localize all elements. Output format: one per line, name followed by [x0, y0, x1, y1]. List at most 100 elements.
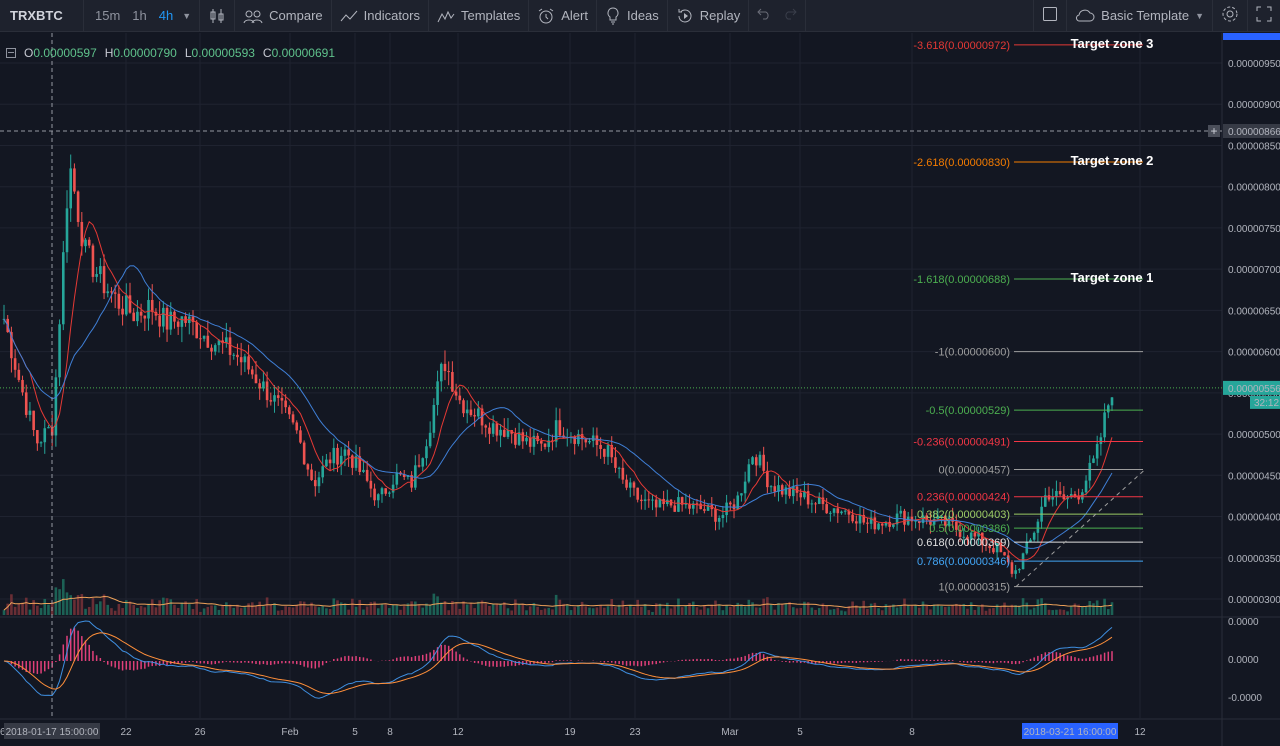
candle-body	[966, 536, 969, 540]
volume-bar	[751, 602, 754, 615]
candle-body	[625, 479, 628, 488]
volume-bars	[2, 579, 1114, 615]
templates-button[interactable]: Templates	[429, 0, 530, 32]
interval-1h[interactable]: 1h	[132, 8, 147, 23]
volume-bar	[721, 610, 725, 615]
replay-button[interactable]: Replay	[668, 0, 750, 32]
volume-bar	[47, 604, 50, 615]
interval-dropdown-icon[interactable]: ▼	[182, 10, 192, 21]
candle-body	[1073, 494, 1077, 497]
volume-bar	[73, 599, 76, 615]
candle-body	[102, 266, 106, 294]
candle-body	[176, 321, 180, 327]
candle-body	[1029, 539, 1032, 543]
alert-button[interactable]: Alert	[529, 0, 597, 32]
candle-body	[210, 347, 213, 352]
candle-body	[458, 395, 462, 401]
candle-body	[250, 369, 254, 375]
volume-bar	[1099, 606, 1103, 615]
candle-body	[517, 432, 521, 445]
template-selector[interactable]: Basic Template ▼	[1067, 0, 1213, 32]
candle-body	[584, 439, 588, 443]
volume-bar	[647, 610, 651, 615]
candle-body	[380, 488, 384, 495]
candle-body	[280, 397, 284, 401]
indicators-button[interactable]: Indicators	[332, 0, 429, 32]
candle-body	[580, 434, 584, 440]
volume-bar	[1095, 600, 1099, 615]
add-level-button[interactable]	[1208, 125, 1220, 137]
interval-group: 15m 1h 4h ▼	[84, 0, 201, 32]
candle-body	[969, 532, 973, 540]
volume-bar	[265, 597, 269, 615]
fib-trend-line[interactable]	[1015, 469, 1146, 588]
candle-body	[317, 477, 321, 487]
candle-body	[910, 516, 914, 522]
volume-bar	[1103, 598, 1106, 615]
undo-icon[interactable]	[757, 8, 771, 23]
candle-body	[780, 485, 784, 495]
volume-bar	[558, 599, 562, 615]
candle-body	[988, 545, 992, 549]
candles-icon[interactable]	[208, 7, 226, 25]
volume-bar	[388, 608, 391, 615]
time-tick-label: 12	[1134, 727, 1146, 738]
candle-body	[61, 252, 65, 325]
redo-icon[interactable]	[783, 8, 797, 23]
volume-bar	[1069, 606, 1073, 615]
chevron-down-icon: ▼	[1195, 10, 1204, 21]
candle-body	[132, 312, 135, 322]
interval-15m[interactable]: 15m	[95, 8, 121, 23]
candle-body	[73, 168, 76, 192]
candle-body	[1051, 496, 1055, 500]
settings-button[interactable]	[1213, 0, 1248, 32]
price-chart[interactable]: -3.618(0.00000972) -2.618(0.00000830) -1.6…	[0, 33, 1280, 746]
compare-button[interactable]: Compare	[235, 0, 332, 32]
candle-body	[432, 404, 436, 433]
volume-bar	[714, 600, 717, 615]
candle-body	[302, 442, 306, 465]
candle-body	[499, 429, 502, 436]
candle-body	[1106, 405, 1110, 413]
chart-background	[0, 33, 1280, 746]
legend-menu-icon[interactable]	[6, 48, 16, 58]
candle-body	[332, 447, 336, 464]
candle-body	[806, 491, 810, 505]
price-tick-label: 0.00000850	[1228, 141, 1280, 152]
volume-bar	[825, 606, 828, 615]
candle-body	[873, 517, 877, 530]
volume-bar	[847, 606, 851, 615]
volume-bar	[239, 608, 243, 615]
candle-body	[65, 208, 69, 253]
ideas-button[interactable]: Ideas	[597, 0, 668, 32]
volume-bar	[477, 601, 480, 615]
candle-body	[792, 486, 795, 497]
candle-body	[932, 518, 936, 525]
alert-label: Alert	[561, 8, 588, 23]
volume-bar	[855, 605, 858, 615]
fullscreen-button[interactable]	[1248, 0, 1280, 32]
volume-bar	[706, 608, 710, 615]
candle-body	[325, 459, 328, 467]
candle-body	[443, 363, 447, 372]
layout-button[interactable]	[1033, 0, 1068, 32]
volume-bar	[654, 603, 658, 615]
volume-bar	[217, 609, 221, 615]
chart-area[interactable]: -3.618(0.00000972) -2.618(0.00000830) -1.6…	[0, 33, 1280, 746]
volume-bar	[458, 608, 462, 615]
volume-bar	[13, 606, 17, 615]
symbol-search[interactable]: TRXBTC	[0, 0, 84, 32]
candle-body	[128, 295, 132, 313]
time-tick-label: 26	[0, 727, 6, 738]
volume-bar	[254, 605, 258, 615]
interval-4h[interactable]: 4h	[158, 8, 174, 23]
candle-body	[921, 515, 925, 524]
volume-bar	[1051, 610, 1055, 615]
volume-bar	[999, 606, 1003, 615]
volume-bar	[577, 605, 580, 615]
volume-bar	[228, 604, 232, 615]
candle-body	[647, 499, 651, 501]
price-tick-label: 0.00000900	[1228, 100, 1280, 111]
volume-bar	[139, 605, 143, 615]
candle-body	[354, 456, 358, 468]
